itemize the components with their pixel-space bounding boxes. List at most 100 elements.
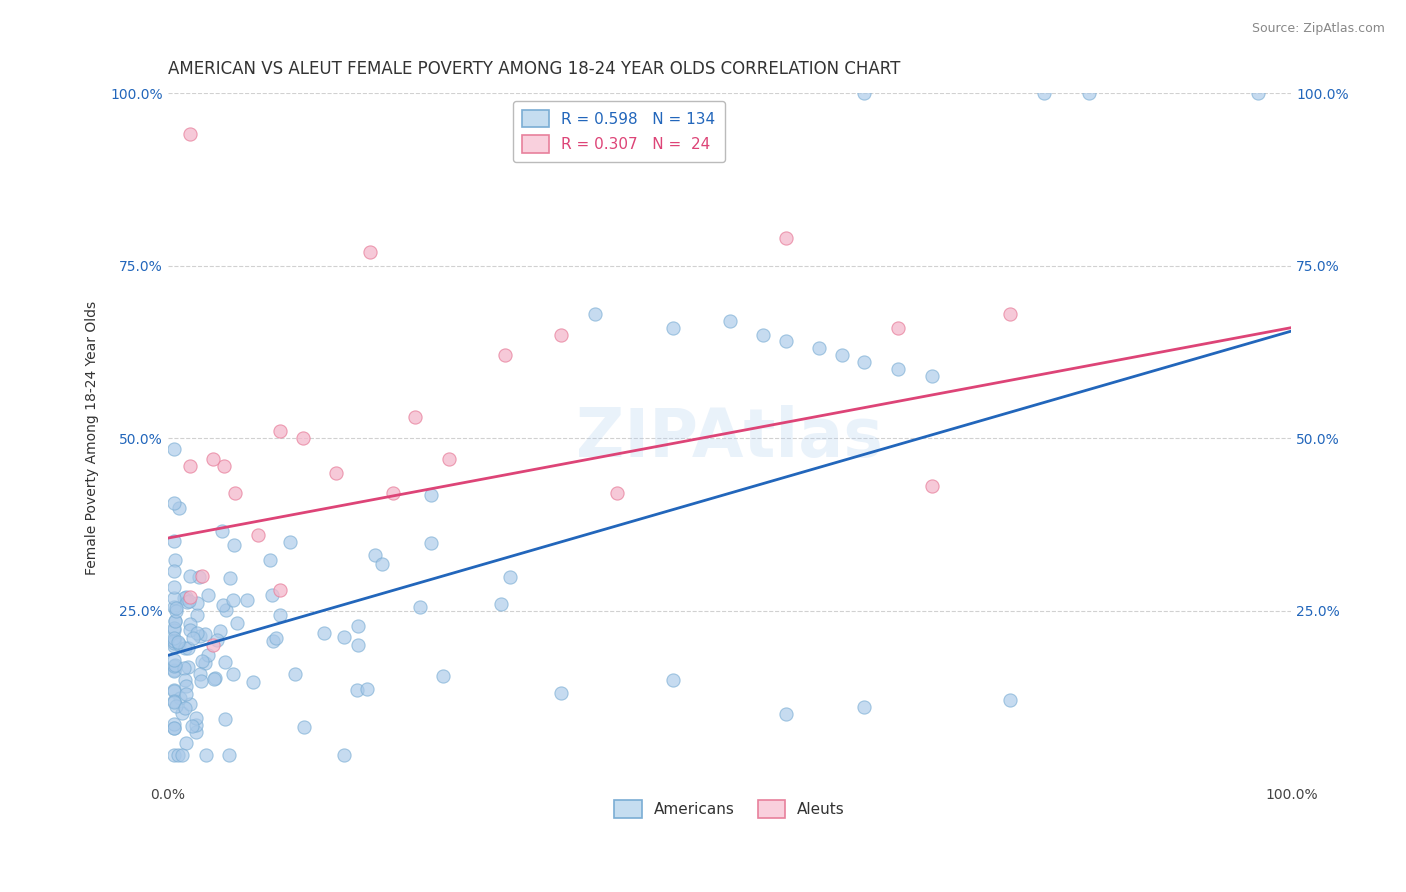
Point	[179, 128, 201, 142]
Point	[259, 552, 281, 566]
Point	[775, 706, 797, 721]
Point	[325, 466, 347, 480]
Point	[419, 488, 441, 502]
Point	[209, 624, 232, 638]
Point	[222, 667, 245, 681]
Point	[169, 690, 191, 705]
Point	[181, 632, 204, 646]
Point	[163, 442, 186, 457]
Point	[188, 667, 211, 681]
Point	[162, 564, 184, 578]
Point	[162, 640, 184, 654]
Point	[162, 623, 184, 637]
Point	[162, 591, 184, 606]
Point	[404, 410, 426, 425]
Point	[921, 479, 943, 493]
Point	[364, 548, 387, 562]
Point	[162, 621, 184, 635]
Point	[191, 654, 214, 668]
Point	[246, 527, 269, 541]
Point	[211, 524, 233, 538]
Point	[174, 590, 197, 604]
Point	[165, 614, 187, 628]
Point	[186, 607, 208, 622]
Point	[583, 307, 606, 321]
Point	[332, 748, 354, 763]
Point	[163, 614, 186, 628]
Point	[419, 536, 441, 550]
Point	[173, 673, 195, 687]
Point	[172, 706, 194, 721]
Point	[184, 718, 207, 732]
Point	[409, 600, 432, 615]
Point	[550, 327, 572, 342]
Point	[184, 725, 207, 739]
Point	[173, 591, 195, 605]
Point	[162, 695, 184, 709]
Point	[292, 720, 315, 734]
Point	[176, 736, 198, 750]
Point	[179, 569, 201, 583]
Point	[167, 501, 190, 516]
Point	[162, 659, 184, 673]
Point	[204, 671, 226, 685]
Point	[263, 634, 285, 648]
Point	[180, 719, 202, 733]
Point	[269, 608, 291, 623]
Point	[718, 314, 741, 328]
Point	[214, 712, 236, 726]
Point	[162, 716, 184, 731]
Point	[176, 595, 198, 609]
Point	[177, 594, 200, 608]
Point	[174, 700, 197, 714]
Point	[489, 597, 512, 611]
Point	[177, 660, 200, 674]
Point	[291, 431, 314, 445]
Point	[186, 596, 208, 610]
Y-axis label: Female Poverty Among 18-24 Year Olds: Female Poverty Among 18-24 Year Olds	[86, 301, 100, 575]
Point	[162, 632, 184, 647]
Point	[214, 655, 236, 669]
Point	[162, 653, 184, 667]
Point	[662, 673, 685, 687]
Point	[162, 636, 184, 650]
Point	[432, 669, 454, 683]
Point	[222, 538, 245, 552]
Point	[173, 661, 195, 675]
Point	[853, 700, 876, 714]
Point	[162, 534, 184, 549]
Point	[162, 632, 184, 646]
Point	[179, 458, 201, 473]
Point	[269, 582, 291, 597]
Legend: Americans, Aleuts: Americans, Aleuts	[607, 794, 851, 823]
Point	[162, 682, 184, 697]
Point	[162, 580, 184, 594]
Point	[381, 486, 404, 500]
Point	[163, 553, 186, 567]
Point	[165, 658, 187, 673]
Point	[921, 368, 943, 383]
Point	[162, 721, 184, 735]
Point	[266, 632, 288, 646]
Point	[371, 557, 394, 571]
Point	[224, 486, 246, 500]
Point	[162, 748, 184, 763]
Point	[606, 486, 628, 500]
Point	[201, 451, 224, 466]
Point	[186, 626, 208, 640]
Point	[278, 534, 301, 549]
Point	[752, 327, 775, 342]
Point	[165, 601, 187, 615]
Point	[1000, 693, 1022, 707]
Text: ZIPAtlas: ZIPAtlas	[576, 405, 883, 471]
Text: AMERICAN VS ALEUT FEMALE POVERTY AMONG 18-24 YEAR OLDS CORRELATION CHART: AMERICAN VS ALEUT FEMALE POVERTY AMONG 1…	[167, 60, 900, 78]
Point	[1246, 86, 1268, 100]
Point	[172, 748, 194, 763]
Point	[184, 710, 207, 724]
Point	[201, 638, 224, 652]
Point	[333, 630, 356, 644]
Point	[197, 648, 219, 662]
Point	[215, 603, 238, 617]
Point	[853, 355, 876, 369]
Point	[242, 675, 264, 690]
